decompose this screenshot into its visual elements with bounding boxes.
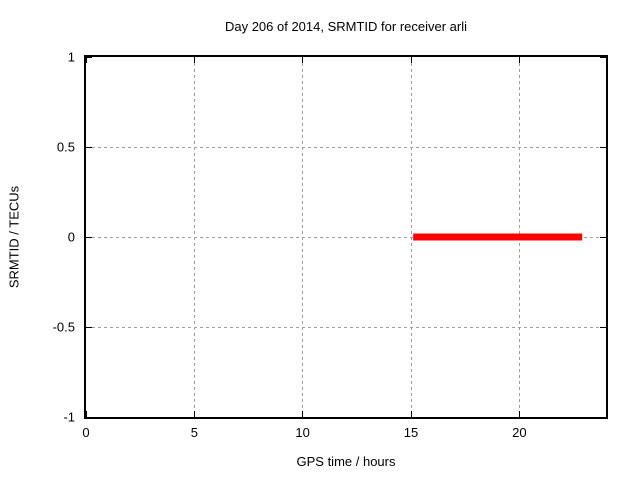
gridline-y-0 [86, 236, 606, 238]
x-axis-label: GPS time / hours [296, 454, 396, 469]
tick-y-left--1 [86, 416, 92, 418]
tick-y-right--0.5 [600, 326, 606, 328]
tick-y-right-1 [600, 56, 606, 58]
series-layer [413, 233, 583, 241]
x-tick-label-10: 10 [295, 425, 310, 440]
y-tick-label--1: -1 [63, 409, 75, 425]
tick-x-bottom-5 [193, 411, 195, 417]
chart-title: Day 206 of 2014, SRMTID for receiver arl… [224, 19, 468, 34]
x-tick-label-5: 5 [190, 425, 198, 440]
tick-y-right-0 [600, 236, 606, 238]
tick-x-top-10 [302, 57, 304, 63]
tick-x-bottom-15 [410, 411, 412, 417]
y-axis-label: SRMTID / TECUs [6, 185, 22, 289]
y-tick-label-0: 0 [67, 229, 75, 245]
tick-x-bottom-0 [85, 411, 87, 417]
x-tick-label-15: 15 [403, 425, 419, 440]
x-tick-label-0: 0 [82, 425, 90, 440]
tick-x-bottom-10 [302, 411, 304, 417]
y-tick-label-1: 1 [67, 49, 75, 65]
tick-y-left--0.5 [86, 326, 92, 328]
tick-y-left-0 [86, 236, 92, 238]
y-tick-label--0.5: -0.5 [52, 319, 75, 335]
gridline-y--0.5 [86, 326, 606, 328]
tick-x-top-15 [410, 57, 412, 63]
plot-area: 0 5 10 15 20 -1 -0.5 0 0.5 1 [53, 50, 608, 440]
y-tick-label-0.5: 0.5 [56, 139, 75, 155]
tick-x-bottom-20 [518, 411, 520, 417]
tick-y-left-0.5 [86, 146, 92, 148]
gridline-y-0.5 [86, 146, 606, 148]
tick-x-top-20 [518, 57, 520, 63]
tick-y-left-1 [86, 56, 92, 58]
tick-x-top-5 [193, 57, 195, 63]
x-tick-label-20: 20 [512, 425, 527, 440]
tick-y-right-0.5 [600, 146, 606, 148]
tick-x-top-0 [85, 57, 87, 63]
tick-y-right--1 [600, 416, 606, 418]
